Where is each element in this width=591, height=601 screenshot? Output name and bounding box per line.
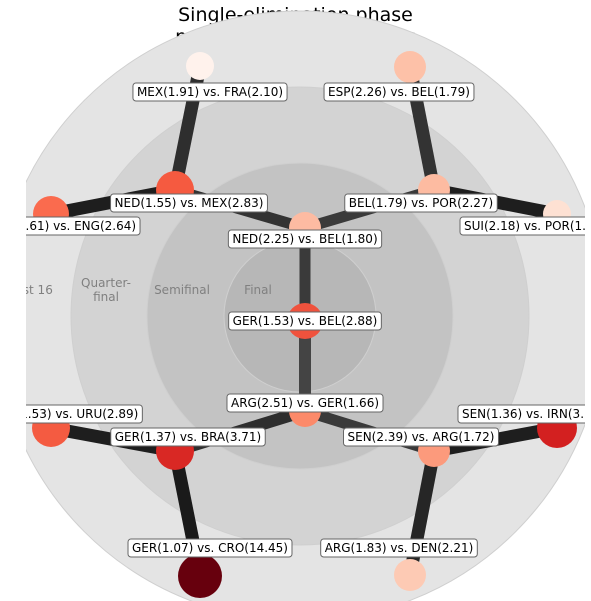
label-box-r16-esp-bel	[323, 82, 475, 102]
match-label-semi-top: NED(2.25) vs. BEL(1.80)	[232, 232, 377, 246]
label-group-qf-top-right: BEL(1.79) vs. POR(2.27)	[344, 193, 498, 213]
match-label-r16-mex-fra: MEX(1.91) vs. FRA(2.10)	[137, 85, 283, 99]
round-label-best16-line-1: Best 16	[7, 283, 53, 297]
node-r16-mex-fra	[186, 52, 214, 80]
label-group-qf-top-left: NED(1.55) vs. MEX(2.83)	[110, 193, 268, 213]
round-label-best16: Best 16	[7, 283, 53, 297]
label-group-r16-ned-eng: D(1.61) vs. ENG(2.64)	[4, 216, 141, 236]
label-box-r16-arg-den	[320, 538, 478, 558]
round-label-quarter-line-2: final	[93, 290, 119, 304]
round-label-semi-line-1: Semifinal	[154, 283, 210, 297]
label-box-semi-top	[227, 229, 383, 249]
label-box-r16-sui-por	[459, 216, 585, 236]
match-label-r16-arg-den: ARG(1.83) vs. DEN(2.21)	[325, 541, 474, 555]
label-box-qf-top-left	[110, 193, 268, 213]
node-r16-arg-den	[394, 559, 426, 591]
label-group-r16-sen-irn: SEN(1.36) vs. IRN(3.	[457, 404, 585, 424]
label-group-r16-sui-por: SUI(2.18) vs. POR(1.	[459, 216, 586, 236]
label-group-qf-bottom-right: SEN(2.39) vs. ARG(1.72)	[343, 427, 499, 447]
node-r16-ger-cro	[178, 554, 222, 598]
match-label-qf-bottom-left: GER(1.37) vs. BRA(3.71)	[115, 430, 261, 444]
match-label-r16-sen-irn: SEN(1.36) vs. IRN(3.	[462, 407, 584, 421]
label-box-r16-mex-fra	[132, 82, 288, 102]
match-labels: GER(1.53) vs. BEL(2.88) NED(2.25) vs. BEL…	[4, 82, 586, 558]
match-label-r16-esp-bel: ESP(2.26) vs. BEL(1.79)	[328, 85, 470, 99]
label-box-r16-ger-cro	[127, 538, 293, 558]
node-r16-esp-bel	[394, 51, 426, 83]
label-box-final	[228, 311, 382, 331]
round-label-final: Final	[244, 283, 272, 297]
label-box-r16-uru	[26, 404, 143, 424]
match-label-r16-ned-eng: D(1.61) vs. ENG(2.64)	[4, 219, 136, 233]
match-label-qf-bottom-right: SEN(2.39) vs. ARG(1.72)	[348, 430, 495, 444]
match-label-final: GER(1.53) vs. BEL(2.88)	[233, 314, 378, 328]
label-group-r16-esp-bel: ESP(2.26) vs. BEL(1.79)	[323, 82, 475, 102]
label-box-qf-bottom-right	[343, 427, 499, 447]
label-box-qf-bottom-left	[110, 427, 266, 447]
label-box-r16-ned-eng	[26, 216, 141, 236]
match-label-r16-ger-cro: GER(1.07) vs. CRO(14.45)	[132, 541, 288, 555]
round-label-quarter: Quarter-final	[81, 276, 131, 304]
round-label-semi: Semifinal	[154, 283, 210, 297]
label-box-r16-sen-irn	[457, 404, 585, 424]
round-labels: Best 16 Quarter-final Semifinal Final	[7, 276, 272, 304]
label-group-final: GER(1.53) vs. BEL(2.88)	[228, 311, 382, 331]
label-box-qf-top-right	[344, 193, 498, 213]
label-group-r16-mex-fra: MEX(1.91) vs. FRA(2.10)	[132, 82, 288, 102]
round-label-final-line-1: Final	[244, 283, 272, 297]
label-group-semi-top: NED(2.25) vs. BEL(1.80)	[227, 229, 383, 249]
match-label-qf-top-right: BEL(1.79) vs. POR(2.27)	[349, 196, 493, 210]
label-group-semi-bottom: ARG(2.51) vs. GER(1.66)	[226, 393, 384, 413]
round-label-quarter-line-1: Quarter-	[81, 276, 131, 290]
match-label-qf-top-left: NED(1.55) vs. MEX(2.83)	[115, 196, 264, 210]
label-group-r16-arg-den: ARG(1.83) vs. DEN(2.21)	[320, 538, 478, 558]
match-label-r16-sui-por: SUI(2.18) vs. POR(1.	[464, 219, 586, 233]
label-group-qf-bottom-left: GER(1.37) vs. BRA(3.71)	[110, 427, 266, 447]
label-group-r16-ger-cro: GER(1.07) vs. CRO(14.45)	[127, 538, 293, 558]
match-label-semi-bottom: ARG(2.51) vs. GER(1.66)	[231, 396, 379, 410]
label-box-semi-bottom	[226, 393, 384, 413]
label-group-r16-uru: .(1.53) vs. URU(2.89)	[12, 404, 143, 424]
match-label-r16-uru: .(1.53) vs. URU(2.89)	[12, 407, 139, 421]
